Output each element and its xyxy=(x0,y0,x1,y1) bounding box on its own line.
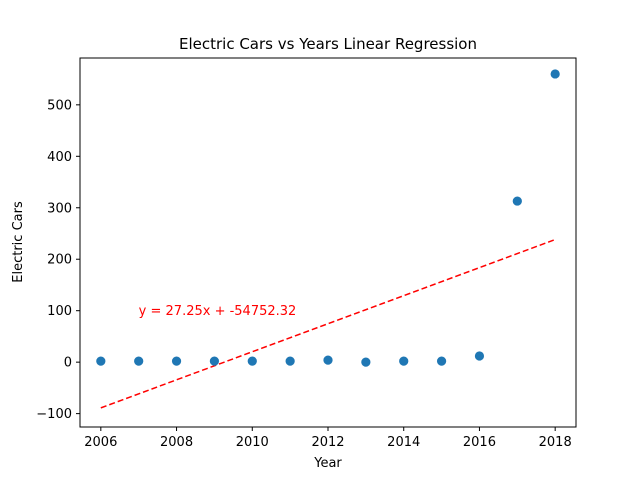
regression-equation-annotation: y = 27.25x + -54752.32 xyxy=(139,304,297,319)
data-point xyxy=(361,357,371,367)
data-point xyxy=(96,356,106,366)
x-tick-label: 2012 xyxy=(311,435,344,450)
y-tick-label: 300 xyxy=(47,201,72,216)
data-point xyxy=(134,356,144,366)
data-point xyxy=(247,356,257,366)
data-point xyxy=(550,69,560,79)
x-tick-label: 2008 xyxy=(160,435,193,450)
data-point xyxy=(171,356,182,366)
data-point xyxy=(512,196,522,206)
y-tick-label: −100 xyxy=(36,407,72,422)
y-tick-label: 400 xyxy=(47,150,72,165)
y-tick-label: 200 xyxy=(47,253,72,268)
data-point xyxy=(209,356,220,366)
axis-ticks: 2006 2008 2010 2012 2014 2016 2018 −100 0 100 200 3… xyxy=(36,98,571,450)
x-tick-label: 2016 xyxy=(463,435,496,450)
y-axis-label: Electric Cars xyxy=(11,201,26,283)
x-tick-label: 2018 xyxy=(539,435,572,450)
x-tick-label: 2014 xyxy=(387,435,420,450)
data-point xyxy=(436,356,447,366)
plot-area xyxy=(96,69,560,409)
x-tick-label: 2006 xyxy=(84,435,117,450)
chart-title: Electric Cars vs Years Linear Regression xyxy=(179,35,477,53)
data-point xyxy=(474,351,485,361)
y-tick-label: 0 xyxy=(64,356,72,371)
y-tick-label: 100 xyxy=(47,304,72,319)
data-point xyxy=(285,356,295,366)
plot-frame xyxy=(79,57,577,428)
y-tick-label: 500 xyxy=(47,98,72,113)
x-axis-label: Year xyxy=(313,456,342,471)
x-tick-label: 2010 xyxy=(236,435,269,450)
data-point xyxy=(399,356,409,366)
data-point xyxy=(323,355,333,365)
